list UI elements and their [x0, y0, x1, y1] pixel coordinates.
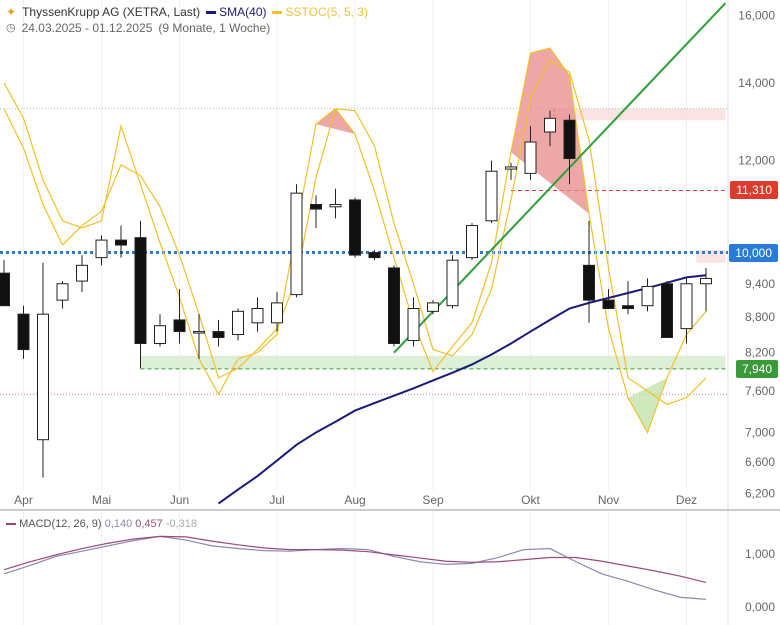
candle-body [700, 277, 712, 285]
sstoc-slow-line [3, 59, 707, 406]
candle-body [329, 203, 342, 208]
overbought-fill-2 [316, 108, 355, 135]
candle-body [368, 252, 381, 259]
candle-body [17, 313, 30, 351]
candle-body [154, 325, 166, 345]
candle-body [641, 285, 654, 307]
macd-value-3: -0,318 [165, 518, 198, 530]
macd-value-2: 0,457 [135, 518, 163, 530]
legend-sma: SMA(40) [206, 4, 266, 20]
candle-body [0, 272, 10, 307]
candle-body [134, 237, 147, 345]
candle-body [193, 331, 205, 334]
candle-body [680, 283, 693, 330]
y-tick-label: 8,200 [745, 346, 775, 360]
sma-line [217, 274, 707, 505]
candle-body [602, 299, 615, 310]
candle-body [485, 170, 498, 222]
sstoc-fast-line [3, 47, 707, 434]
candle-body [95, 239, 108, 259]
candle-body [76, 264, 88, 282]
candle-body [446, 259, 459, 307]
candle-body [622, 305, 634, 310]
candle-body [271, 302, 283, 324]
y-tick-label: 6,600 [745, 455, 775, 469]
x-tick-label: Apr [14, 493, 33, 507]
y-tick-label: 16,000 [738, 9, 775, 23]
x-tick-label: Jun [170, 493, 189, 507]
y-tick-label: 9,400 [745, 277, 775, 291]
x-tick-label: Okt [521, 493, 540, 507]
candle-body [466, 225, 478, 259]
y-tick-label: 12,000 [738, 154, 775, 168]
y-tick-label: 7,000 [745, 425, 775, 439]
macd-line [3, 535, 707, 600]
chart-header: ✦ ThyssenKrupp AG (XETRA, Last) SMA(40) … [6, 4, 368, 36]
y-tick-label: 8,800 [745, 310, 775, 324]
legend-sstoc: SSTOC(5, 5, 3) [272, 4, 368, 20]
candle-body [349, 199, 361, 256]
candle-body [427, 302, 439, 312]
macd-value-1: 0,140 [104, 518, 133, 530]
candle-body [407, 308, 420, 341]
macd-legend-icon [6, 523, 16, 526]
trend-line [393, 2, 727, 354]
date-range: 24.03.2025 - 01.12.2025 [21, 21, 153, 35]
chart-title: ThyssenKrupp AG (XETRA, Last) [22, 5, 201, 19]
x-tick-label: Mai [92, 493, 111, 507]
candle-body [310, 203, 322, 210]
macd-tick-label: 1,000 [745, 547, 775, 561]
candle-body [232, 310, 244, 336]
duration: (9 Monate, 1 Woche) [158, 21, 271, 35]
y-tick-label: 7,600 [745, 384, 775, 398]
macd-label: MACD(12, 26, 9) [19, 518, 102, 530]
candle-body [544, 117, 556, 133]
clock-icon: ◷ [6, 22, 16, 34]
price-level-badge: 11,310 [730, 181, 778, 200]
zone-resistance [553, 108, 726, 121]
x-tick-label: Aug [344, 493, 365, 507]
x-tick-label: Sep [422, 493, 444, 507]
candle-body [56, 283, 69, 301]
candle-body [173, 319, 186, 333]
macd-tick-label: 0,000 [745, 600, 775, 614]
candle-body [251, 308, 264, 324]
candle-body [212, 331, 225, 338]
zone-support [140, 355, 726, 369]
candle-body [505, 166, 517, 170]
x-tick-label: Dez [676, 493, 697, 507]
candle-body [290, 192, 303, 296]
candle-body [388, 267, 400, 345]
x-tick-label: Jul [269, 493, 284, 507]
candle-body [115, 239, 127, 246]
x-tick-label: Nov [598, 493, 619, 507]
candle-body [524, 141, 537, 174]
candle-body [583, 264, 595, 301]
macd-signal-line [3, 535, 707, 583]
price-level-badge: 10,000 [729, 243, 778, 262]
oversold-fill [628, 377, 667, 433]
candle-body [37, 313, 49, 441]
y-tick-label: 14,000 [738, 76, 775, 90]
macd-header: MACD(12, 26, 9) 0,140 0,457 -0,318 [6, 518, 197, 530]
y-tick-label: 6,200 [745, 487, 775, 501]
candle-body [563, 119, 576, 160]
instrument-icon: ✦ [6, 5, 17, 19]
candle-body [661, 283, 673, 338]
price-level-badge: 7,940 [735, 359, 778, 378]
